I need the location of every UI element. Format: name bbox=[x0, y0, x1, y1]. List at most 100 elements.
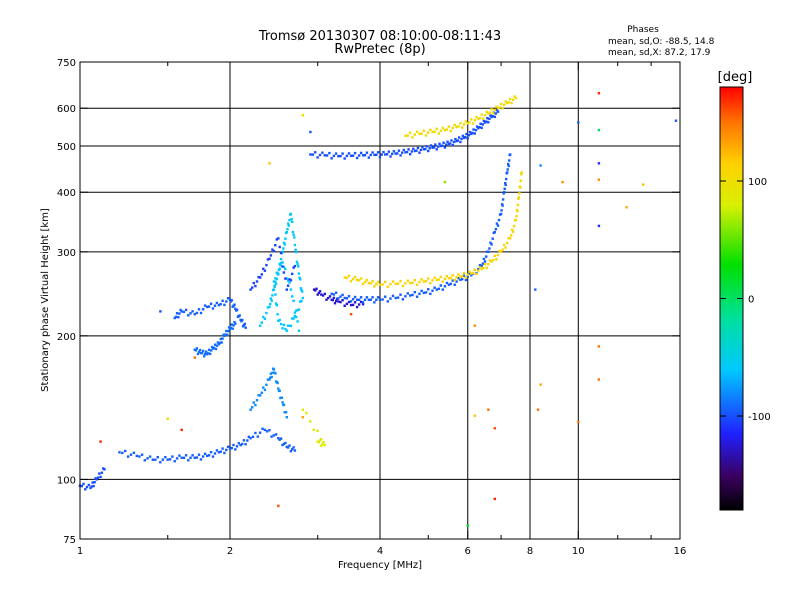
data-point bbox=[330, 292, 333, 295]
colorbar-tick-label: 0 bbox=[748, 295, 754, 306]
data-point bbox=[495, 105, 498, 108]
data-point bbox=[288, 281, 291, 284]
data-point bbox=[508, 97, 512, 101]
data-point bbox=[266, 306, 270, 309]
data-point bbox=[363, 280, 367, 284]
data-point bbox=[213, 343, 217, 346]
data-point bbox=[502, 103, 506, 106]
data-point bbox=[239, 318, 242, 322]
data-point bbox=[478, 116, 482, 120]
data-point bbox=[132, 451, 136, 454]
data-point bbox=[404, 134, 407, 138]
data-point bbox=[378, 283, 382, 286]
data-point bbox=[197, 453, 201, 456]
data-point bbox=[497, 218, 501, 222]
data-point bbox=[229, 326, 233, 330]
data-point bbox=[226, 445, 230, 448]
data-point bbox=[285, 416, 288, 419]
data-point bbox=[359, 277, 363, 280]
data-point bbox=[213, 304, 217, 307]
data-point bbox=[482, 266, 485, 270]
data-point bbox=[193, 313, 196, 316]
data-point bbox=[401, 298, 405, 301]
data-point bbox=[516, 210, 519, 213]
data-point bbox=[309, 130, 312, 134]
data-point bbox=[447, 277, 451, 280]
data-point bbox=[424, 280, 428, 283]
data-point bbox=[597, 178, 601, 181]
data-point bbox=[278, 318, 281, 322]
data-point bbox=[87, 483, 90, 487]
data-point bbox=[473, 324, 476, 327]
data-point bbox=[268, 305, 271, 309]
data-point bbox=[367, 156, 370, 159]
data-point bbox=[505, 177, 508, 181]
data-point bbox=[382, 150, 385, 154]
data-point bbox=[271, 248, 274, 251]
data-point bbox=[511, 230, 515, 233]
data-point bbox=[381, 298, 384, 301]
data-point bbox=[482, 257, 486, 261]
data-point bbox=[343, 304, 346, 307]
data-point bbox=[299, 287, 303, 290]
data-point bbox=[493, 254, 496, 258]
data-point bbox=[396, 282, 400, 285]
data-point bbox=[451, 279, 454, 282]
data-point bbox=[286, 279, 290, 282]
data-point bbox=[328, 295, 332, 298]
data-point bbox=[447, 283, 451, 286]
data-point bbox=[274, 293, 277, 296]
data-point bbox=[501, 248, 504, 251]
data-point bbox=[369, 153, 372, 157]
data-point bbox=[262, 315, 265, 319]
data-point bbox=[437, 287, 440, 290]
x-tick-label: 1 bbox=[77, 546, 83, 557]
data-point bbox=[491, 115, 494, 118]
data-point bbox=[271, 294, 274, 297]
data-point bbox=[191, 454, 194, 457]
data-point bbox=[480, 126, 483, 129]
data-point bbox=[386, 300, 389, 303]
data-point bbox=[171, 455, 174, 458]
data-point bbox=[291, 272, 294, 276]
data-point bbox=[503, 187, 506, 191]
data-point bbox=[485, 120, 488, 123]
data-point bbox=[273, 284, 276, 287]
data-point bbox=[227, 326, 231, 329]
data-point bbox=[488, 259, 492, 262]
data-point bbox=[373, 153, 376, 157]
data-point bbox=[453, 278, 456, 282]
data-point bbox=[449, 142, 452, 145]
data-point bbox=[461, 134, 465, 138]
data-point bbox=[285, 277, 288, 280]
data-point bbox=[252, 401, 255, 404]
data-point bbox=[493, 427, 496, 430]
data-point bbox=[289, 324, 293, 328]
data-point bbox=[291, 295, 294, 298]
data-point bbox=[642, 183, 645, 186]
data-point bbox=[415, 283, 419, 286]
data-point bbox=[438, 142, 441, 145]
data-point bbox=[184, 454, 188, 457]
data-point bbox=[473, 268, 476, 271]
data-point bbox=[466, 137, 469, 140]
data-point bbox=[175, 457, 179, 460]
data-point bbox=[412, 147, 415, 150]
data-point bbox=[485, 266, 488, 270]
data-point bbox=[493, 230, 496, 234]
data-point bbox=[274, 302, 278, 305]
data-point bbox=[355, 305, 359, 309]
phases-box-line-x: mean, sd,X: 87.2, 17.9 bbox=[608, 48, 711, 58]
data-point bbox=[499, 212, 503, 216]
colorbar-tick-label: -100 bbox=[748, 412, 771, 423]
data-point bbox=[286, 324, 290, 327]
data-point bbox=[96, 476, 100, 479]
data-point bbox=[262, 267, 265, 270]
data-point bbox=[197, 308, 201, 311]
colorbar-label: [deg] bbox=[718, 70, 753, 85]
data-point bbox=[500, 203, 504, 206]
data-point bbox=[495, 222, 499, 225]
data-point bbox=[195, 311, 199, 315]
data-point bbox=[435, 288, 438, 291]
data-point bbox=[485, 110, 488, 114]
